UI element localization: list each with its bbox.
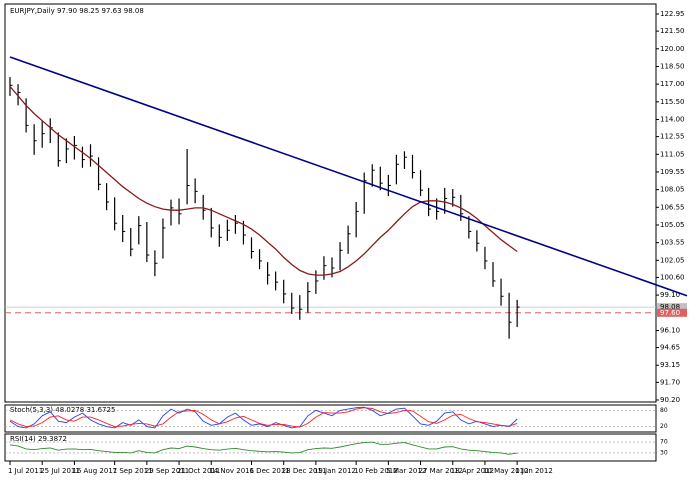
- price-panel: [4, 3, 657, 403]
- y-tick-label: 70: [660, 439, 668, 446]
- y-tick-label: 94.65: [660, 344, 680, 352]
- y-tick-label: 117.00: [660, 80, 685, 88]
- last-price-label: 98.08: [660, 303, 680, 311]
- y-tick-label: 108.05: [660, 186, 685, 194]
- x-tick-label: 14 Nov 2011: [209, 467, 254, 475]
- y-tick-label: 80: [660, 407, 668, 414]
- stoch-signal-value: 31.6725: [86, 406, 115, 414]
- chart-title: EURJPY,Daily 97.90 98.25 97.63 98.08: [10, 7, 144, 15]
- support-label: 97.60: [660, 309, 680, 317]
- y-tick-label: 118.50: [660, 62, 685, 70]
- y-tick-label: 121.50: [660, 27, 685, 35]
- x-tick-label: 25 Jul 2011: [40, 467, 80, 475]
- indicator-line: [9, 406, 518, 429]
- indicator-line: [9, 407, 518, 428]
- x-tick-label: 27 Mar 2012: [419, 467, 463, 475]
- rsi-title: RSI(14) 29.3872: [10, 435, 67, 443]
- y-tick-label: 120.00: [660, 45, 685, 53]
- x-tick-label: 10 Feb 2012: [354, 467, 398, 475]
- x-tick-label: 21 Oct 2011: [177, 467, 220, 475]
- y-tick-label: 114.00: [660, 115, 685, 123]
- y-tick-label: 109.55: [660, 168, 685, 176]
- y-tick-label: 99.10: [660, 291, 680, 299]
- support-box: [657, 308, 687, 317]
- y-tick-label: 30: [660, 449, 668, 456]
- last-price-box: [657, 303, 687, 312]
- x-tick-label: 16 Aug 2011: [72, 467, 117, 475]
- stoch-title: Stoch(5,3,3) 48.0278 31.6725: [10, 406, 115, 414]
- y-tick-label: 105.05: [660, 221, 685, 229]
- moving-average: [9, 86, 518, 276]
- x-tick-label: 29 Sep 2011: [145, 467, 189, 475]
- trendline: [9, 56, 688, 297]
- stoch-main-value: 48.0278: [55, 406, 84, 414]
- y-tick-label: 91.70: [660, 378, 680, 386]
- rsi-panel: [4, 433, 657, 462]
- y-tick-label: 20: [660, 423, 668, 430]
- x-tick-label: 1 Jul 2011: [8, 467, 43, 475]
- x-tick-label: 10 May 2012: [483, 467, 529, 475]
- y-tick-label: 96.10: [660, 326, 680, 334]
- y-tick-label: 93.15: [660, 361, 680, 369]
- y-tick-label: 106.55: [660, 203, 685, 211]
- rsi-name: RSI(14): [10, 435, 36, 443]
- stoch-name: Stoch(5,3,3): [10, 406, 53, 414]
- x-tick-label: 19 Jan 2012: [314, 467, 356, 475]
- y-tick-label: 90.20: [660, 396, 680, 404]
- y-tick-label: 122.95: [660, 10, 685, 18]
- x-tick-label: 1 Jun 2012: [515, 467, 553, 475]
- y-tick-label: 103.55: [660, 239, 685, 247]
- y-tick-label: 102.05: [660, 256, 685, 264]
- indicator-line: [9, 441, 518, 455]
- rsi-value: 29.3872: [38, 435, 67, 443]
- x-tick-label: 18 Apr 2012: [451, 467, 494, 475]
- x-tick-label: 6 Dec 2011: [250, 467, 290, 475]
- x-tick-label: 28 Dec 2011: [282, 467, 327, 475]
- y-tick-label: 111.05: [660, 150, 685, 158]
- x-tick-label: 5 Mar 2012: [386, 467, 426, 475]
- x-tick-label: 7 Sep 2011: [113, 467, 153, 475]
- y-tick-label: 115.50: [660, 98, 685, 106]
- y-tick-label: 112.55: [660, 133, 685, 141]
- y-tick-label: 100.60: [660, 273, 685, 281]
